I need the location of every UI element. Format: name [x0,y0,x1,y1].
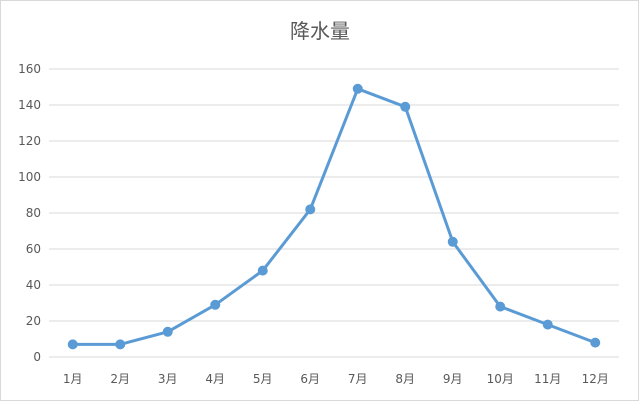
data-point[interactable] [352,83,363,94]
data-point[interactable] [495,301,506,312]
x-tick-label: 1月 [63,372,83,386]
y-tick-label: 20 [26,314,41,328]
data-point[interactable] [590,337,601,348]
x-tick-label: 7月 [348,372,368,386]
y-tick-label: 160 [18,62,41,76]
data-point[interactable] [305,204,316,215]
x-tick-label: 5月 [253,372,273,386]
x-tick-label: 4月 [205,372,225,386]
x-tick-label: 2月 [110,372,130,386]
data-point[interactable] [67,339,78,350]
data-point[interactable] [257,265,268,276]
x-tick-label: 11月 [534,372,561,386]
x-tick-label: 9月 [443,372,463,386]
x-axis-tick-labels: 1月 2月 3月 4月 5月 6月 7月 8月 9月 10月 11月 12月 [63,372,609,386]
y-tick-label: 40 [26,278,41,292]
gridlines [49,68,619,358]
y-tick-label: 100 [18,170,41,184]
y-tick-label: 0 [33,350,41,364]
y-tick-label: 60 [26,242,41,256]
series-layer [67,83,601,350]
x-tick-label: 12月 [582,372,609,386]
chart-title: 降水量 [290,19,350,43]
y-tick-label: 120 [18,134,41,148]
data-point[interactable] [400,101,411,112]
data-point[interactable] [447,236,458,247]
x-tick-label: 10月 [487,372,514,386]
data-point[interactable] [162,326,173,337]
x-tick-label: 6月 [300,372,320,386]
x-tick-label: 8月 [395,372,415,386]
data-point[interactable] [210,299,221,310]
y-tick-label: 140 [18,98,41,112]
x-tick-label: 3月 [158,372,178,386]
y-tick-label: 80 [26,206,41,220]
data-point[interactable] [542,319,553,330]
y-axis-tick-labels: 0 20 40 60 80 100 120 140 160 [18,62,41,364]
series-line [71,87,597,346]
data-point[interactable] [115,339,126,350]
